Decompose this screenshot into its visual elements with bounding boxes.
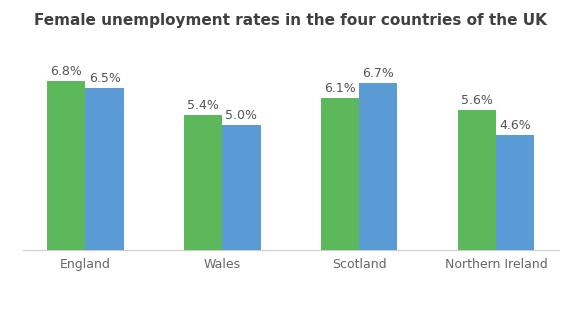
Text: 6.8%: 6.8% bbox=[50, 65, 82, 78]
Text: 6.7%: 6.7% bbox=[363, 67, 394, 80]
Bar bbox=[458, 110, 496, 250]
Bar bbox=[321, 98, 359, 250]
Text: 4.6%: 4.6% bbox=[499, 119, 531, 132]
Bar bbox=[47, 81, 86, 250]
Text: 6.5%: 6.5% bbox=[89, 72, 121, 85]
Legend: 2013, 2014: 2013, 2014 bbox=[230, 315, 351, 320]
Text: 5.6%: 5.6% bbox=[461, 94, 492, 108]
Title: Female unemployment rates in the four countries of the UK: Female unemployment rates in the four co… bbox=[34, 12, 547, 28]
Bar bbox=[86, 88, 124, 250]
Bar bbox=[496, 135, 534, 250]
Text: 5.4%: 5.4% bbox=[187, 100, 219, 112]
Text: 5.0%: 5.0% bbox=[226, 109, 258, 122]
Bar bbox=[359, 83, 397, 250]
Bar bbox=[222, 125, 260, 250]
Bar bbox=[184, 116, 222, 250]
Text: 6.1%: 6.1% bbox=[324, 82, 356, 95]
